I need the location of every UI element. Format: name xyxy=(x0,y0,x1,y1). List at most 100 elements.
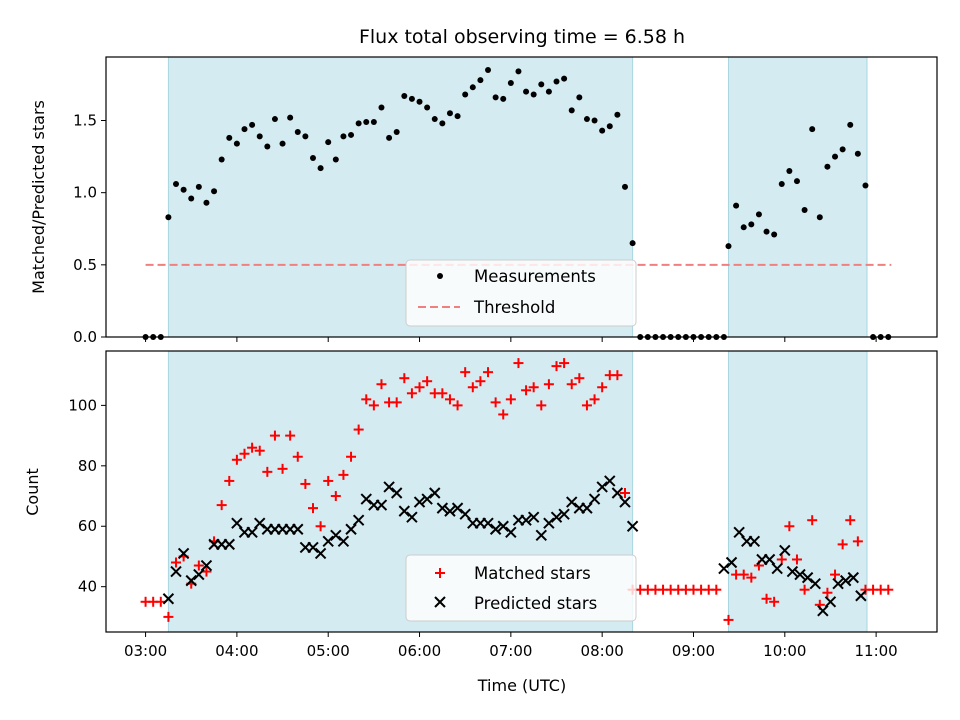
matched-star-point xyxy=(315,521,326,532)
matched-star-point xyxy=(543,379,554,390)
measurement-point xyxy=(173,181,180,188)
legend-threshold-label: Threshold xyxy=(473,298,555,317)
y-tick-label: 1.0 xyxy=(73,184,97,202)
measurement-point xyxy=(748,221,755,228)
matched-star-point xyxy=(285,430,296,441)
predicted-star-point xyxy=(451,502,464,514)
measurement-point xyxy=(211,188,218,195)
matched-star-point xyxy=(406,388,417,399)
measurement-point xyxy=(271,116,278,123)
measurement-point xyxy=(862,182,869,189)
predicted-star-point xyxy=(581,502,593,514)
matched-star-point xyxy=(784,521,795,532)
predicted-star-point xyxy=(489,523,502,535)
measurement-point xyxy=(439,120,446,127)
matched-star-point xyxy=(452,400,463,411)
predicted-star-point xyxy=(817,605,829,617)
measurement-point xyxy=(771,231,778,238)
ratio-y-axis-label: Matched/Predicted stars xyxy=(29,100,48,294)
predicted-star-point xyxy=(588,493,601,505)
matched-star-point xyxy=(346,451,357,462)
ratio-legend-box xyxy=(405,259,637,327)
predicted-star-point xyxy=(505,526,517,538)
predicted-star-point xyxy=(566,496,578,508)
predicted-star-point xyxy=(718,562,730,575)
x-tick-label: 05:00 xyxy=(307,642,350,660)
matched-star-point xyxy=(505,394,516,405)
measurement-point xyxy=(454,113,461,120)
matched-star-point xyxy=(551,361,562,372)
matched-star-point xyxy=(368,400,379,411)
matched-star-point xyxy=(216,500,227,511)
measurement-point xyxy=(416,98,423,105)
x-tick-label: 10:00 xyxy=(763,642,806,660)
measurement-point xyxy=(801,206,808,213)
predicted-star-point xyxy=(626,520,639,532)
x-tick-label: 09:00 xyxy=(672,642,715,660)
predicted-star-point xyxy=(535,529,547,542)
matched-star-point xyxy=(269,430,280,441)
predicted-star-point xyxy=(231,517,243,529)
measurement-point xyxy=(188,195,195,202)
matched-star-point xyxy=(776,554,787,565)
measurement-point xyxy=(195,183,202,190)
matched-star-point xyxy=(460,367,471,378)
matched-star-point xyxy=(738,569,749,580)
measurement-point xyxy=(378,104,385,111)
measurement-point xyxy=(249,121,256,128)
predicted-star-point xyxy=(223,538,235,551)
matched-star-point xyxy=(262,466,273,477)
matched-star-point xyxy=(528,382,539,393)
measurement-point xyxy=(621,183,628,190)
legend-matched-marker xyxy=(435,568,445,578)
predicted-star-point xyxy=(398,505,411,517)
measurement-point xyxy=(809,126,816,133)
measurement-point xyxy=(309,155,316,162)
predicted-star-point xyxy=(345,523,357,535)
predicted-star-point xyxy=(375,499,388,511)
matched-star-point xyxy=(837,539,848,550)
measurement-point xyxy=(325,139,332,146)
y-tick-label: 80 xyxy=(78,457,97,475)
measurement-point xyxy=(393,129,400,136)
predicted-star-point xyxy=(429,487,441,499)
observing-window-shade xyxy=(727,350,868,633)
matched-star-point xyxy=(574,373,585,384)
predicted-star-point xyxy=(162,593,175,605)
measurement-point xyxy=(165,214,172,221)
predicted-star-point xyxy=(436,502,449,514)
y-tick-label: 0.5 xyxy=(73,256,97,274)
measurement-point xyxy=(386,134,393,141)
predicted-star-point xyxy=(254,517,266,529)
count-legend: Matched stars Predicted stars xyxy=(405,554,637,622)
ratio-panel: 0.0 0.5 1.0 1.5 Matched/Predicted stars Mea… xyxy=(29,56,938,346)
legend-matched-label: Matched stars xyxy=(474,564,591,583)
measurement-point xyxy=(477,77,484,84)
measurement-point xyxy=(599,127,606,134)
measurement-point xyxy=(317,165,324,172)
matched-star-point xyxy=(277,463,288,474)
matched-star-point xyxy=(723,614,734,625)
measurement-point xyxy=(401,92,408,99)
measurement-point xyxy=(226,134,233,141)
time-x-axis-label: Time (UTC) xyxy=(477,676,566,695)
measurement-point xyxy=(408,95,415,102)
measurement-point xyxy=(485,66,492,73)
measurement-point xyxy=(294,129,301,136)
matched-star-point xyxy=(746,572,757,583)
measurement-point xyxy=(523,88,530,95)
predicted-star-point xyxy=(809,577,821,590)
measurement-point xyxy=(824,163,831,170)
predicted-star-point xyxy=(177,547,190,560)
predicted-star-point xyxy=(832,577,844,590)
measurement-point xyxy=(538,81,545,88)
y-tick-label: 40 xyxy=(78,578,97,596)
measurement-point xyxy=(462,91,469,98)
predicted-star-point xyxy=(307,541,319,554)
matched-star-point xyxy=(566,379,577,390)
predicted-star-point xyxy=(246,526,258,538)
measurement-point xyxy=(332,156,339,163)
predicted-star-point xyxy=(604,475,616,487)
matched-star-point xyxy=(171,557,182,568)
measurement-point xyxy=(348,131,355,138)
